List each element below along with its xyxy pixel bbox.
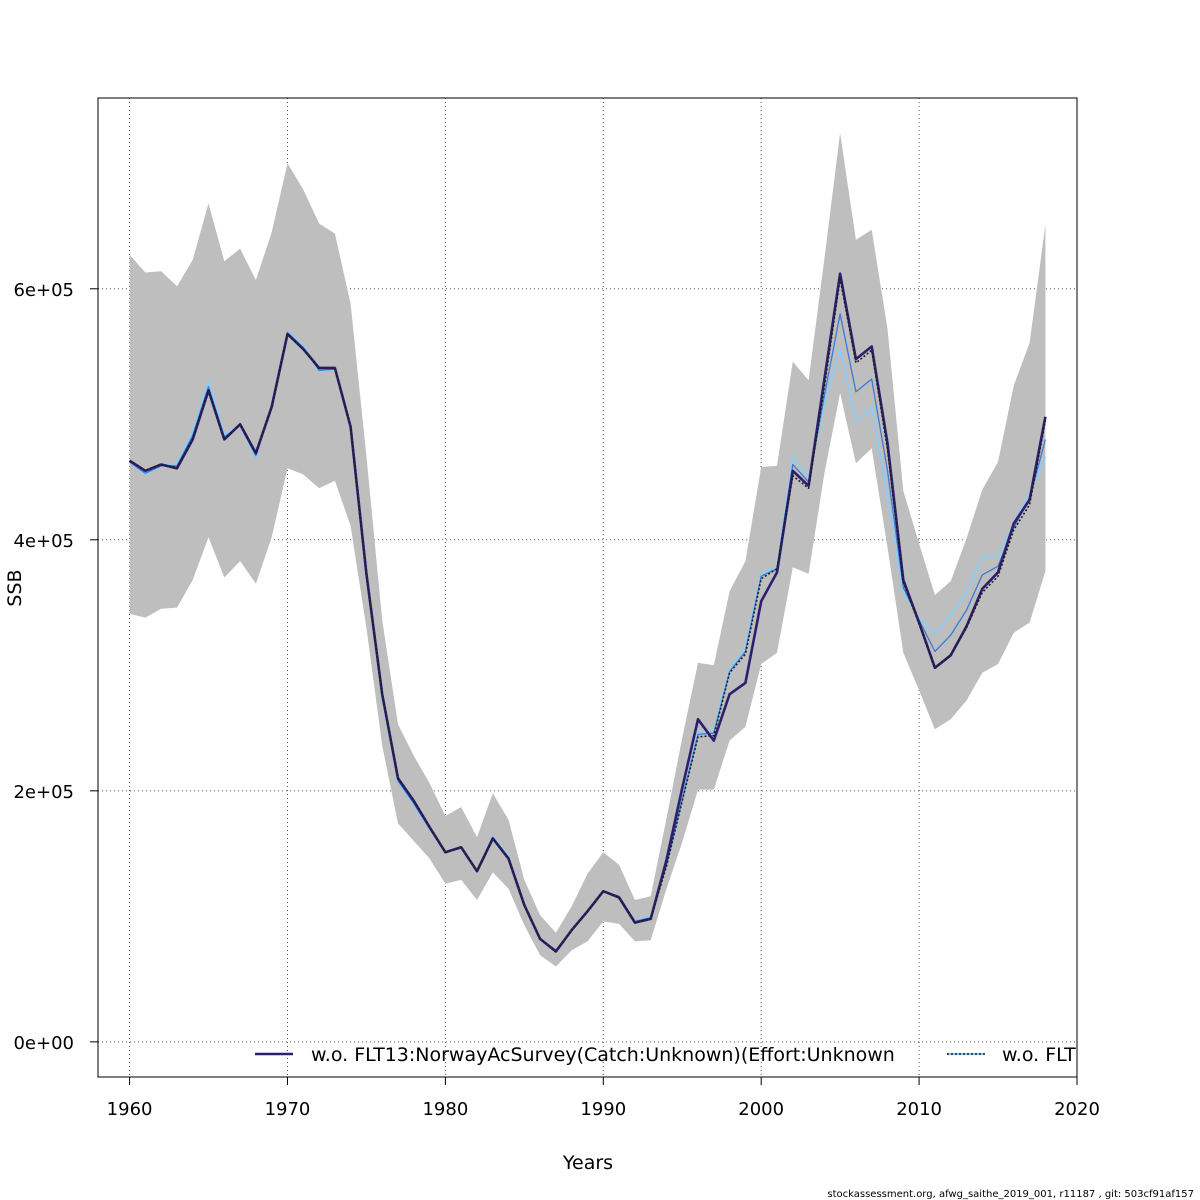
axes: 1960 1970 1980 1990 2000 2010 2020 0e+00 2e+05 4e…	[13, 280, 1099, 1120]
x-tick-label: 1970	[265, 1099, 311, 1120]
confidence-band	[129, 133, 1046, 967]
x-tick-label: 2020	[1054, 1099, 1100, 1120]
footer-credit: stockassessment.org, afwg_saithe_2019_00…	[827, 1189, 1194, 1200]
x-tick-label: 1960	[107, 1099, 153, 1120]
x-tick-label: 2010	[896, 1099, 942, 1120]
y-tick-label: 0e+00	[13, 1033, 74, 1054]
x-axis-title: Years	[562, 1152, 613, 1174]
y-axis-title: SSB	[4, 569, 26, 606]
legend-label-0: w.o. FLT13:NorwayAcSurvey(Catch:Unknown)…	[311, 1044, 895, 1066]
y-tick-label: 2e+05	[13, 782, 74, 803]
series-lines	[128, 272, 1047, 953]
plot-frame	[97, 97, 1078, 1078]
x-tick-label: 1980	[422, 1099, 468, 1120]
confidence-band-area	[129, 133, 1046, 967]
x-tick-label: 2000	[738, 1099, 784, 1120]
series-line-1	[129, 277, 1047, 953]
legend-label-1: w.o. FLT	[1002, 1044, 1076, 1066]
legend: w.o. FLT13:NorwayAcSurvey(Catch:Unknown)…	[255, 1044, 1076, 1066]
y-tick-label: 6e+05	[13, 280, 74, 301]
y-tick-label: 4e+05	[13, 531, 74, 552]
x-tick-label: 1990	[580, 1099, 626, 1120]
